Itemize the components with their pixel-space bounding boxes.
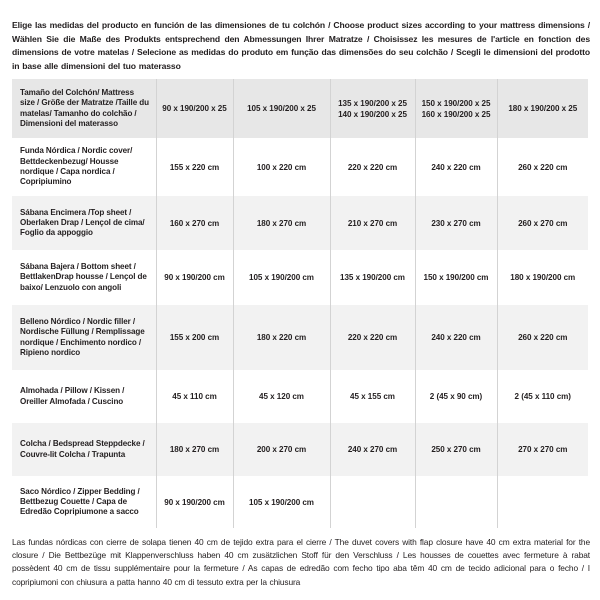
row-label-nordic-cover: Funda Nórdica / Nordic cover/ Bettdecken…: [12, 138, 157, 196]
footnote-paragraph: Las fundas nórdicas con cierre de solapa…: [12, 537, 590, 587]
cell-zipper-bedding-5: [497, 476, 588, 528]
cell-bottom-sheet-3: 135 x 190/200 cm: [330, 250, 416, 305]
cell-nordic-filler-1: 155 x 200 cm: [156, 305, 234, 370]
cell-top-sheet-3: 210 x 270 cm: [330, 196, 416, 250]
cell-bottom-sheet-1: 90 x 190/200 cm: [156, 250, 234, 305]
cell-zipper-bedding-1: 90 x 190/200 cm: [156, 476, 234, 528]
cell-pillow-3: 45 x 155 cm: [330, 370, 416, 423]
row-label-bedspread: Colcha / Bedspread Steppdecke / Couvre-l…: [12, 423, 157, 476]
header-col-3-line1: 135 x 190/200 x 25: [338, 98, 407, 108]
table-row: Sábana Bajera / Bottom sheet / Bettlaken…: [12, 250, 588, 305]
cell-nordic-cover-2: 100 x 220 cm: [233, 138, 331, 196]
header-col-3: 135 x 190/200 x 25 140 x 190/200 x 25: [330, 79, 416, 138]
cell-bedspread-2: 200 x 270 cm: [233, 423, 331, 476]
table-row: Saco Nórdico / Zipper Bedding / Bettbezu…: [12, 476, 588, 528]
header-col-3-line2: 140 x 190/200 x 25: [338, 109, 407, 119]
cell-bedspread-4: 250 x 270 cm: [415, 423, 498, 476]
header-col-4-line2: 160 x 190/200 x 25: [421, 109, 491, 119]
cell-nordic-cover-3: 220 x 220 cm: [330, 138, 416, 196]
intro-paragraph: Elige las medidas del producto en funció…: [12, 20, 590, 71]
mattress-size-table: Tamaño del Colchón/ Mattress size / Größ…: [12, 79, 588, 528]
header-col-4-line1: 150 x 190/200 x 25: [421, 98, 491, 108]
cell-zipper-bedding-3: [330, 476, 416, 528]
cell-nordic-filler-3: 220 x 220 cm: [330, 305, 416, 370]
header-col-1-line1: 90 x 190/200 x 25: [162, 104, 227, 113]
cell-top-sheet-2: 180 x 270 cm: [233, 196, 331, 250]
cell-bedspread-5: 270 x 270 cm: [497, 423, 588, 476]
cell-top-sheet-1: 160 x 270 cm: [156, 196, 234, 250]
cell-bedspread-1: 180 x 270 cm: [156, 423, 234, 476]
cell-bottom-sheet-4: 150 x 190/200 cm: [415, 250, 498, 305]
cell-pillow-4: 2 (45 x 90 cm): [415, 370, 498, 423]
table-row: Sábana Encimera /Top sheet / Oberlaken D…: [12, 196, 588, 250]
cell-bottom-sheet-5: 180 x 190/200 cm: [497, 250, 588, 305]
cell-nordic-filler-5: 260 x 220 cm: [497, 305, 588, 370]
cell-pillow-1: 45 x 110 cm: [156, 370, 234, 423]
cell-pillow-2: 45 x 120 cm: [233, 370, 331, 423]
header-col-5: 180 x 190/200 x 25: [497, 79, 588, 138]
cell-bedspread-3: 240 x 270 cm: [330, 423, 416, 476]
cell-top-sheet-4: 230 x 270 cm: [415, 196, 498, 250]
cell-zipper-bedding-2: 105 x 190/200 cm: [233, 476, 331, 528]
header-col-2: 105 x 190/200 x 25: [233, 79, 331, 138]
row-label-bottom-sheet: Sábana Bajera / Bottom sheet / Bettlaken…: [12, 250, 157, 305]
header-col-2-line1: 105 x 190/200 x 25: [247, 104, 316, 113]
table-row: Almohada / Pillow / Kissen / Oreiller Al…: [12, 370, 588, 423]
table-header-row: Tamaño del Colchón/ Mattress size / Größ…: [12, 79, 588, 138]
cell-nordic-filler-2: 180 x 220 cm: [233, 305, 331, 370]
cell-nordic-filler-4: 240 x 220 cm: [415, 305, 498, 370]
row-label-top-sheet: Sábana Encimera /Top sheet / Oberlaken D…: [12, 196, 157, 250]
header-col-5-line1: 180 x 190/200 x 25: [508, 104, 578, 113]
header-col-4: 150 x 190/200 x 25 160 x 190/200 x 25: [415, 79, 498, 138]
cell-bottom-sheet-2: 105 x 190/200 cm: [233, 250, 331, 305]
cell-nordic-cover-4: 240 x 220 cm: [415, 138, 498, 196]
table-row: Belleno Nórdico / Nordic filler / Nordis…: [12, 305, 588, 370]
table-row: Colcha / Bedspread Steppdecke / Couvre-l…: [12, 423, 588, 476]
row-label-pillow: Almohada / Pillow / Kissen / Oreiller Al…: [12, 370, 157, 423]
cell-pillow-5: 2 (45 x 110 cm): [497, 370, 588, 423]
header-label-mattress-size: Tamaño del Colchón/ Mattress size / Größ…: [12, 79, 157, 138]
row-label-zipper-bedding: Saco Nórdico / Zipper Bedding / Bettbezu…: [12, 476, 157, 528]
header-col-1: 90 x 190/200 x 25: [156, 79, 234, 138]
row-label-nordic-filler: Belleno Nórdico / Nordic filler / Nordis…: [12, 305, 157, 370]
cell-zipper-bedding-4: [415, 476, 498, 528]
cell-nordic-cover-5: 260 x 220 cm: [497, 138, 588, 196]
table-row: Funda Nórdica / Nordic cover/ Bettdecken…: [12, 138, 588, 196]
cell-nordic-cover-1: 155 x 220 cm: [156, 138, 234, 196]
cell-top-sheet-5: 260 x 270 cm: [497, 196, 588, 250]
size-table-container: Tamaño del Colchón/ Mattress size / Größ…: [12, 79, 588, 528]
